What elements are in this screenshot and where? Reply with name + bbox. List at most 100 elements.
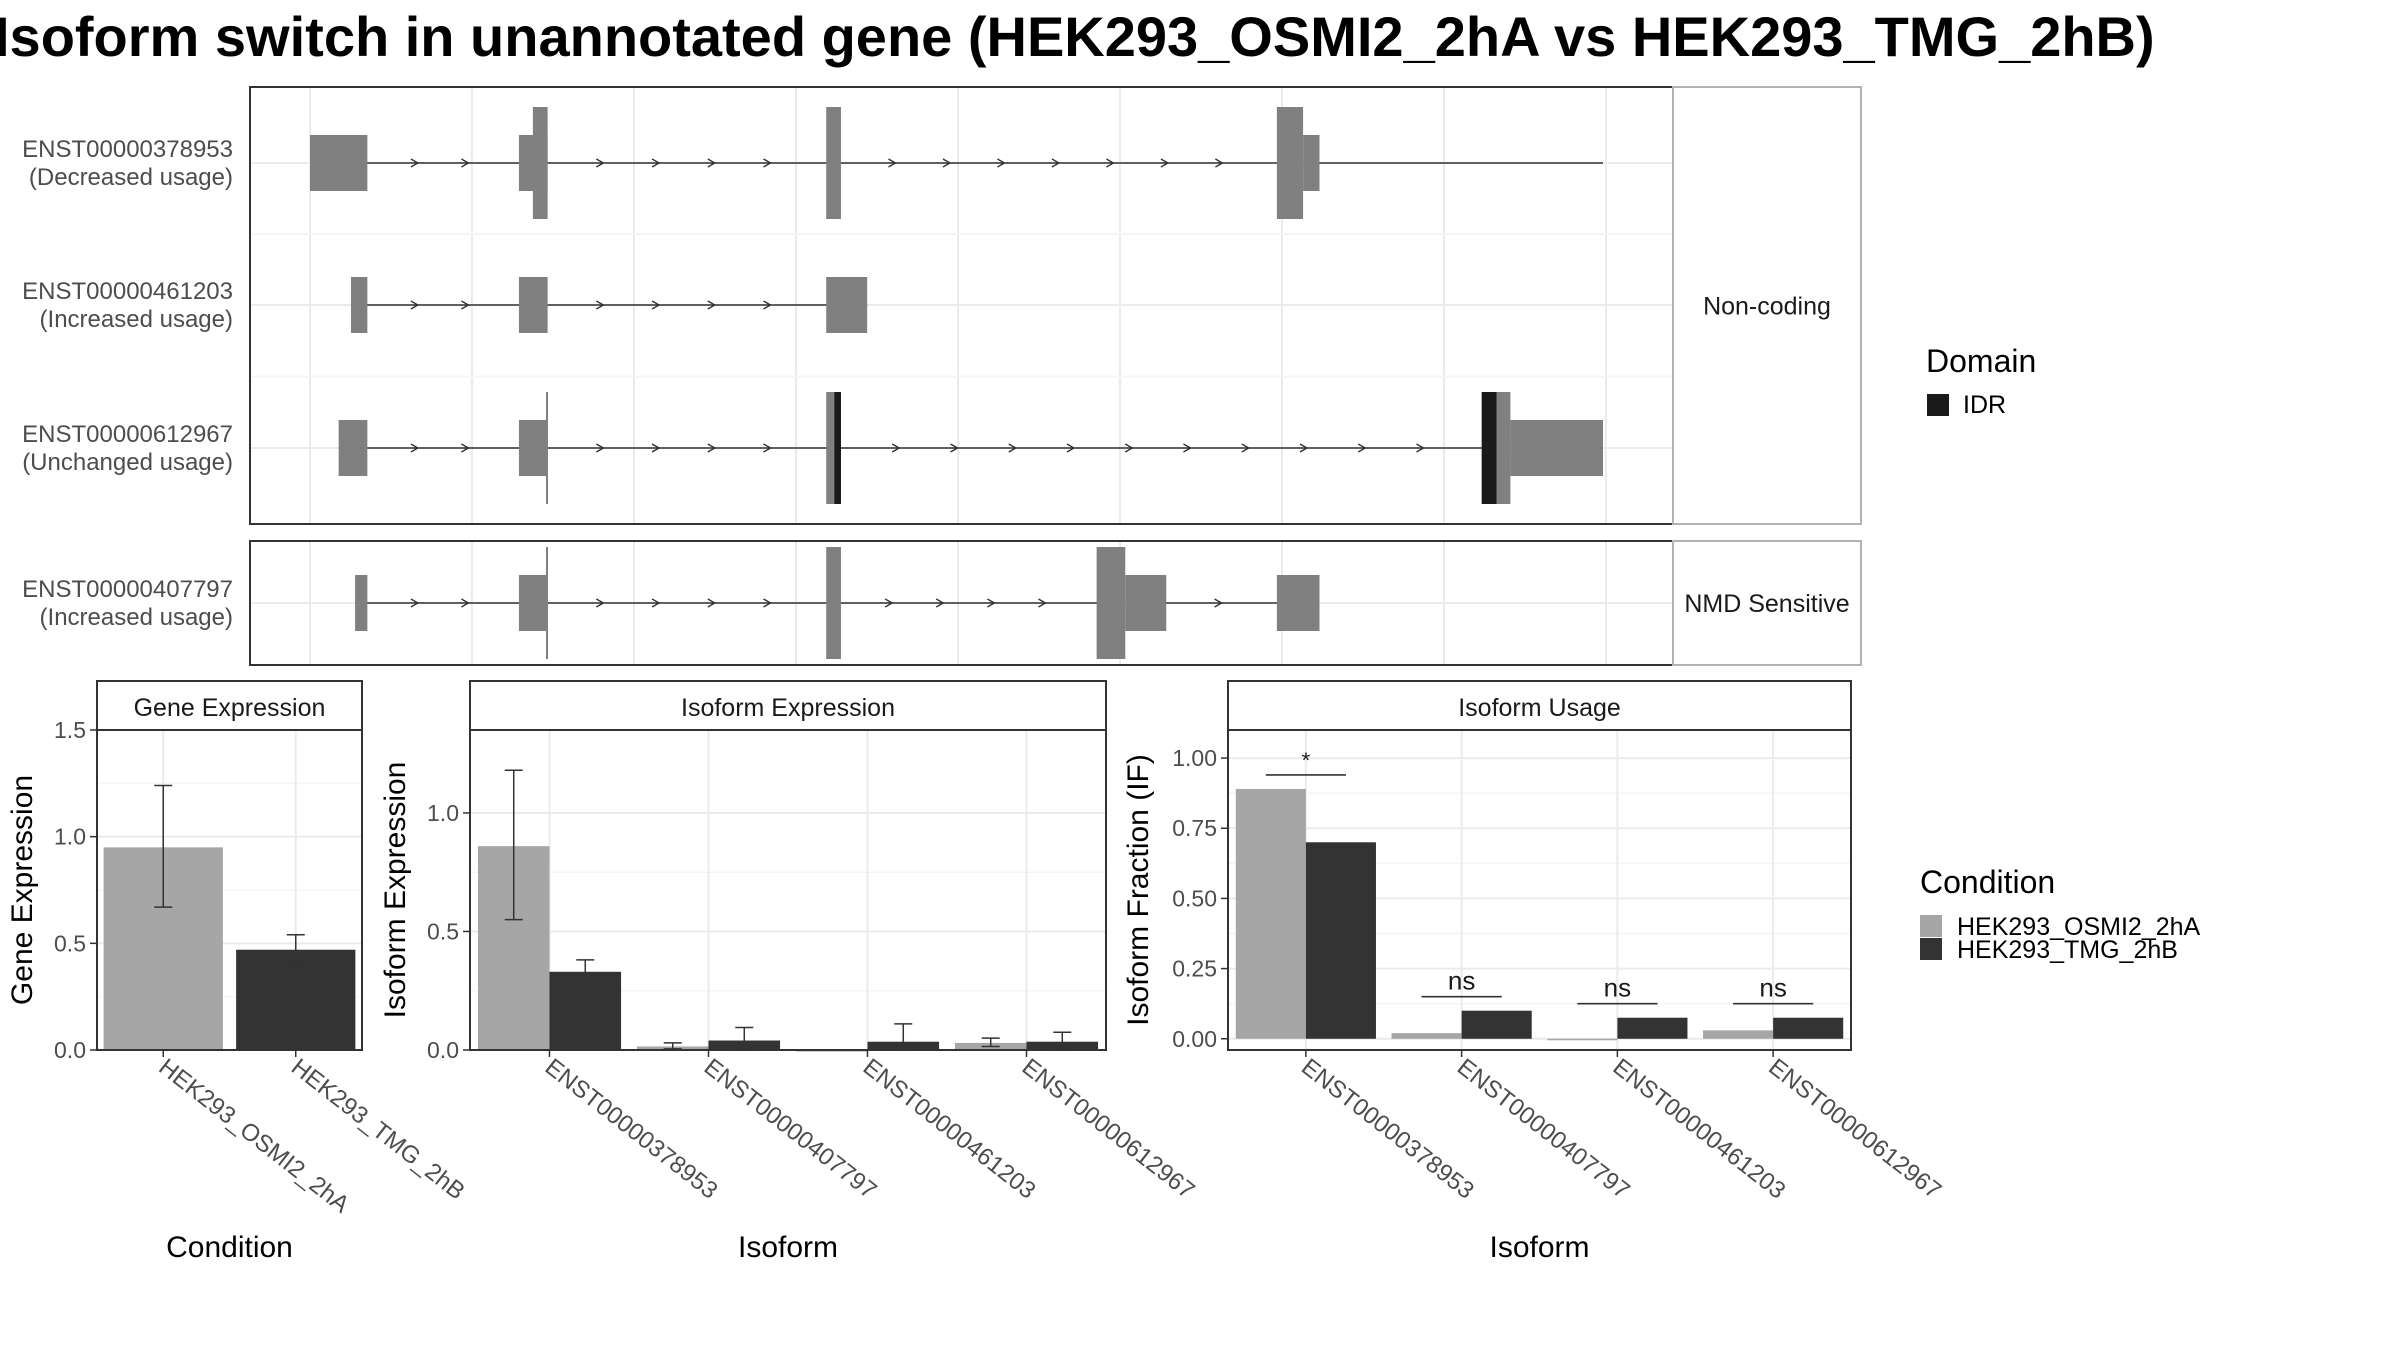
- bar: [1391, 1033, 1462, 1039]
- domain-legend: Domain IDR: [1926, 343, 2036, 419]
- bar: [549, 971, 622, 1050]
- plot-panel-border: [1227, 729, 1852, 1051]
- direction-arrow: [410, 300, 420, 310]
- transcript-id-label: ENST00000407797: [22, 576, 233, 603]
- y-tick-label: 1.0: [427, 800, 459, 826]
- direction-arrow: [461, 598, 470, 608]
- direction-arrow: [707, 443, 717, 453]
- y-tick-label: 0.5: [54, 930, 86, 956]
- facet-title: Isoform Usage: [1458, 694, 1621, 722]
- facet-title: Isoform Expression: [681, 694, 895, 722]
- direction-arrow: [461, 158, 470, 168]
- bar-charts: Gene Expression0.00.51.01.5HEK293_OSMI2_…: [6, 680, 1946, 1264]
- y-tick-label: 0.5: [427, 918, 459, 944]
- y-axis-title: Gene Expression: [6, 775, 39, 1005]
- bar: [236, 949, 356, 1050]
- significance-label: ns: [1448, 966, 1475, 996]
- x-axis-title: Condition: [166, 1231, 293, 1264]
- legend-item-label: IDR: [1963, 391, 2006, 419]
- direction-arrow: [1066, 443, 1076, 453]
- domain-legend-title: Domain: [1926, 343, 2036, 379]
- coding-exon: [545, 547, 548, 659]
- direction-arrow: [707, 598, 717, 608]
- bar-chart-1: Isoform Expression 0.0 0.5 1.0 ENST000003789…: [379, 680, 1200, 1264]
- direction-arrow: [997, 158, 1006, 168]
- bar: [1235, 788, 1306, 1039]
- gene-structure-plot: Non-coding ENST00000378953(Decreased usag…: [22, 86, 1862, 666]
- transcript-id-label: ENST00000378953: [22, 136, 233, 163]
- facet-strip: [96, 680, 363, 731]
- direction-arrow: [950, 443, 959, 453]
- direction-arrow: [763, 443, 772, 453]
- idr-domain: [834, 392, 841, 504]
- bar: [1305, 842, 1376, 1039]
- panel-strip-label: NMD Sensitive: [1684, 590, 1849, 618]
- direction-arrow: [1416, 443, 1425, 453]
- bar: [1461, 1010, 1532, 1039]
- direction-arrow: [1124, 443, 1134, 453]
- direction-arrow: [763, 598, 772, 608]
- facet-strip: [469, 680, 1107, 731]
- coding-exon: [1096, 547, 1126, 659]
- y-tick-label: 1.5: [54, 717, 86, 743]
- direction-arrow: [595, 443, 605, 453]
- direction-arrow: [935, 598, 945, 608]
- y-tick-label: 1.0: [54, 824, 86, 850]
- y-tick-label: 0.0: [54, 1037, 86, 1063]
- transcript-ENST00000378953: ENST00000378953(Decreased usage): [22, 107, 1603, 219]
- direction-arrow: [763, 300, 772, 310]
- utr-exon: [1276, 575, 1320, 631]
- direction-arrow: [891, 443, 901, 453]
- structure-panel: NMD Sensitive ENST00000407797(Increased u…: [22, 540, 1862, 666]
- panel-strip: [1672, 540, 1862, 666]
- x-tick-label: ENST00000612967: [1763, 1053, 1946, 1204]
- idr-domain: [1481, 392, 1497, 504]
- condition-legend-title: Condition: [1920, 864, 2055, 900]
- direction-arrow: [1214, 598, 1223, 608]
- x-tick-label: ENST00000407797: [699, 1053, 882, 1204]
- direction-arrow: [1241, 443, 1251, 453]
- direction-arrow: [1183, 443, 1192, 453]
- facet-title: Gene Expression: [134, 694, 326, 722]
- panel-strip: [1672, 86, 1862, 525]
- direction-arrow: [888, 158, 897, 168]
- y-tick-label: 0.00: [1172, 1026, 1217, 1052]
- direction-arrow: [1051, 158, 1061, 168]
- figure-title: Isoform switch in unannotated gene (HEK2…: [0, 5, 2155, 68]
- transcript-usage-label: (Unchanged usage): [22, 449, 233, 476]
- coding-exon: [545, 392, 548, 504]
- y-tick-label: 1.00: [1172, 745, 1217, 771]
- direction-arrow: [595, 300, 605, 310]
- direction-arrow: [707, 158, 717, 168]
- utr-exon: [310, 135, 368, 191]
- direction-arrow: [1215, 158, 1224, 168]
- panel-strip-label: Non-coding: [1703, 293, 1831, 321]
- x-tick-label: ENST00000378953: [1296, 1053, 1479, 1204]
- coding-exon: [826, 107, 841, 219]
- direction-arrow: [987, 598, 996, 608]
- legend-item-label: HEK293_OSMI2_2hA: [1957, 913, 2201, 941]
- structure-panel: Non-coding ENST00000378953(Decreased usag…: [22, 86, 1862, 525]
- direction-arrow: [1357, 443, 1367, 453]
- transcript-usage-label: (Increased usage): [40, 604, 233, 631]
- direction-arrow: [651, 598, 661, 608]
- utr-exon: [1125, 575, 1167, 631]
- direction-arrow: [410, 443, 420, 453]
- direction-arrow: [410, 598, 420, 608]
- direction-arrow: [595, 598, 605, 608]
- x-tick-label: ENST00000612967: [1017, 1053, 1200, 1204]
- bar: [1547, 1038, 1618, 1041]
- direction-arrow: [1038, 598, 1047, 608]
- direction-arrow: [942, 158, 952, 168]
- transcript-ENST00000407797: ENST00000407797(Increased usage): [22, 547, 1320, 659]
- x-tick-label: ENST00000407797: [1452, 1053, 1635, 1204]
- utr-exon: [518, 420, 548, 476]
- bar-chart-2: Isoform Usage * ns ns ns 0.00 0.25 0.50 0.75 1.00…: [1122, 680, 1946, 1264]
- x-axis-title: Isoform: [1489, 1231, 1589, 1264]
- utr-exon: [518, 575, 548, 631]
- direction-arrow: [651, 300, 661, 310]
- significance-label: ns: [1604, 973, 1631, 1003]
- plot-panel-border: [96, 729, 363, 1051]
- direction-arrow: [595, 158, 605, 168]
